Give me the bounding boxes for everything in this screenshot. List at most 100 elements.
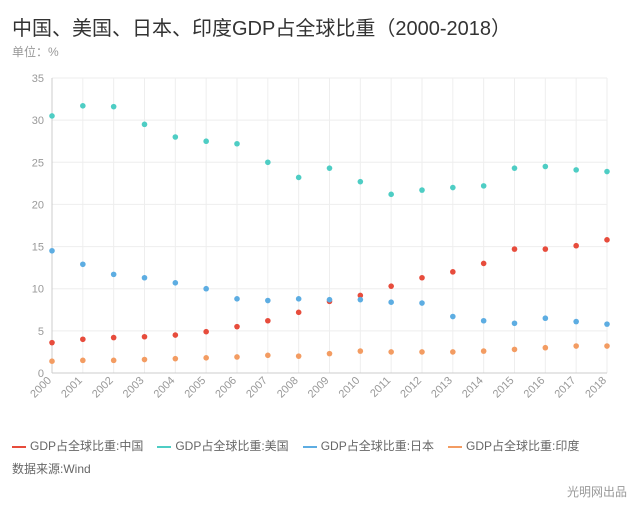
data-point	[111, 358, 117, 364]
svg-text:30: 30	[32, 115, 44, 127]
data-point	[512, 347, 518, 353]
data-point	[234, 141, 240, 147]
data-point	[173, 356, 179, 362]
data-point	[49, 358, 55, 364]
legend-marker	[157, 446, 171, 448]
svg-text:20: 20	[32, 199, 44, 211]
data-point	[450, 185, 456, 191]
svg-text:2001: 2001	[59, 375, 85, 401]
data-point	[388, 283, 394, 289]
data-point	[419, 349, 425, 355]
legend-label: GDP占全球比重:中国	[30, 436, 143, 458]
svg-text:2004: 2004	[152, 375, 178, 401]
data-point	[203, 329, 209, 335]
svg-text:25: 25	[32, 157, 44, 169]
data-point	[203, 355, 209, 361]
data-point	[327, 297, 333, 303]
data-source: 数据来源:Wind	[12, 460, 627, 477]
data-point	[512, 320, 518, 326]
data-point	[388, 299, 394, 305]
credit-label: 光明网出品	[12, 483, 627, 500]
data-point	[481, 261, 487, 267]
svg-text:2018: 2018	[583, 375, 609, 401]
legend-label: GDP占全球比重:印度	[466, 436, 579, 458]
data-point	[173, 134, 179, 140]
data-point	[265, 353, 271, 359]
data-point	[173, 280, 179, 286]
data-point	[573, 243, 579, 249]
chart-area: 0510152025303520002001200220032004200520…	[12, 68, 627, 428]
data-point	[358, 348, 364, 354]
svg-text:2010: 2010	[337, 375, 363, 401]
svg-text:2013: 2013	[429, 375, 455, 401]
data-point	[450, 269, 456, 275]
data-point	[80, 336, 86, 342]
data-point	[49, 248, 55, 254]
svg-text:2012: 2012	[398, 375, 424, 401]
svg-text:2011: 2011	[368, 375, 393, 400]
data-point	[265, 318, 271, 324]
legend-label: GDP占全球比重:日本	[321, 436, 434, 458]
scatter-chart: 0510152025303520002001200220032004200520…	[12, 68, 627, 428]
svg-text:2017: 2017	[552, 375, 578, 401]
svg-text:5: 5	[38, 326, 44, 338]
data-point	[203, 286, 209, 292]
data-point	[265, 298, 271, 304]
data-point	[358, 297, 364, 303]
legend-item-india[interactable]: GDP占全球比重:印度	[448, 436, 579, 458]
legend-item-china[interactable]: GDP占全球比重:中国	[12, 436, 143, 458]
data-point	[573, 319, 579, 325]
svg-text:2000: 2000	[28, 375, 54, 401]
data-point	[111, 104, 117, 110]
data-point	[388, 192, 394, 198]
data-point	[296, 310, 302, 316]
data-point	[296, 353, 302, 359]
data-point	[296, 175, 302, 181]
legend-item-japan[interactable]: GDP占全球比重:日本	[303, 436, 434, 458]
svg-text:2008: 2008	[275, 375, 301, 401]
data-point	[419, 300, 425, 306]
data-point	[573, 167, 579, 173]
legend: GDP占全球比重:中国 GDP占全球比重:美国 GDP占全球比重:日本 GDP占全球比…	[12, 434, 627, 458]
svg-text:2014: 2014	[460, 375, 486, 401]
legend-marker	[12, 446, 26, 448]
data-point	[604, 237, 610, 243]
data-point	[450, 349, 456, 355]
legend-label: GDP占全球比重:美国	[175, 436, 288, 458]
data-point	[543, 246, 549, 252]
data-point	[543, 345, 549, 351]
data-point	[481, 183, 487, 189]
data-point	[234, 324, 240, 330]
svg-text:2002: 2002	[90, 375, 116, 401]
data-point	[234, 354, 240, 360]
svg-text:15: 15	[32, 242, 44, 254]
legend-marker	[448, 446, 462, 448]
svg-text:10: 10	[32, 284, 44, 296]
data-point	[604, 321, 610, 327]
data-point	[543, 315, 549, 321]
svg-text:2003: 2003	[121, 375, 147, 401]
data-point	[543, 164, 549, 170]
data-point	[327, 351, 333, 357]
data-point	[142, 122, 148, 128]
data-point	[80, 358, 86, 364]
data-point	[450, 314, 456, 320]
data-point	[80, 261, 86, 267]
data-point	[296, 296, 302, 302]
data-point	[573, 343, 579, 349]
svg-text:2016: 2016	[522, 375, 548, 401]
data-point	[142, 357, 148, 363]
data-point	[142, 334, 148, 340]
data-point	[604, 169, 610, 175]
svg-text:2009: 2009	[306, 375, 332, 401]
data-point	[142, 275, 148, 281]
data-point	[203, 138, 209, 144]
data-point	[481, 318, 487, 324]
data-point	[388, 349, 394, 355]
data-point	[419, 187, 425, 193]
data-point	[419, 275, 425, 281]
legend-item-usa[interactable]: GDP占全球比重:美国	[157, 436, 288, 458]
data-point	[358, 179, 364, 185]
data-point	[234, 296, 240, 302]
svg-text:2005: 2005	[182, 375, 208, 401]
